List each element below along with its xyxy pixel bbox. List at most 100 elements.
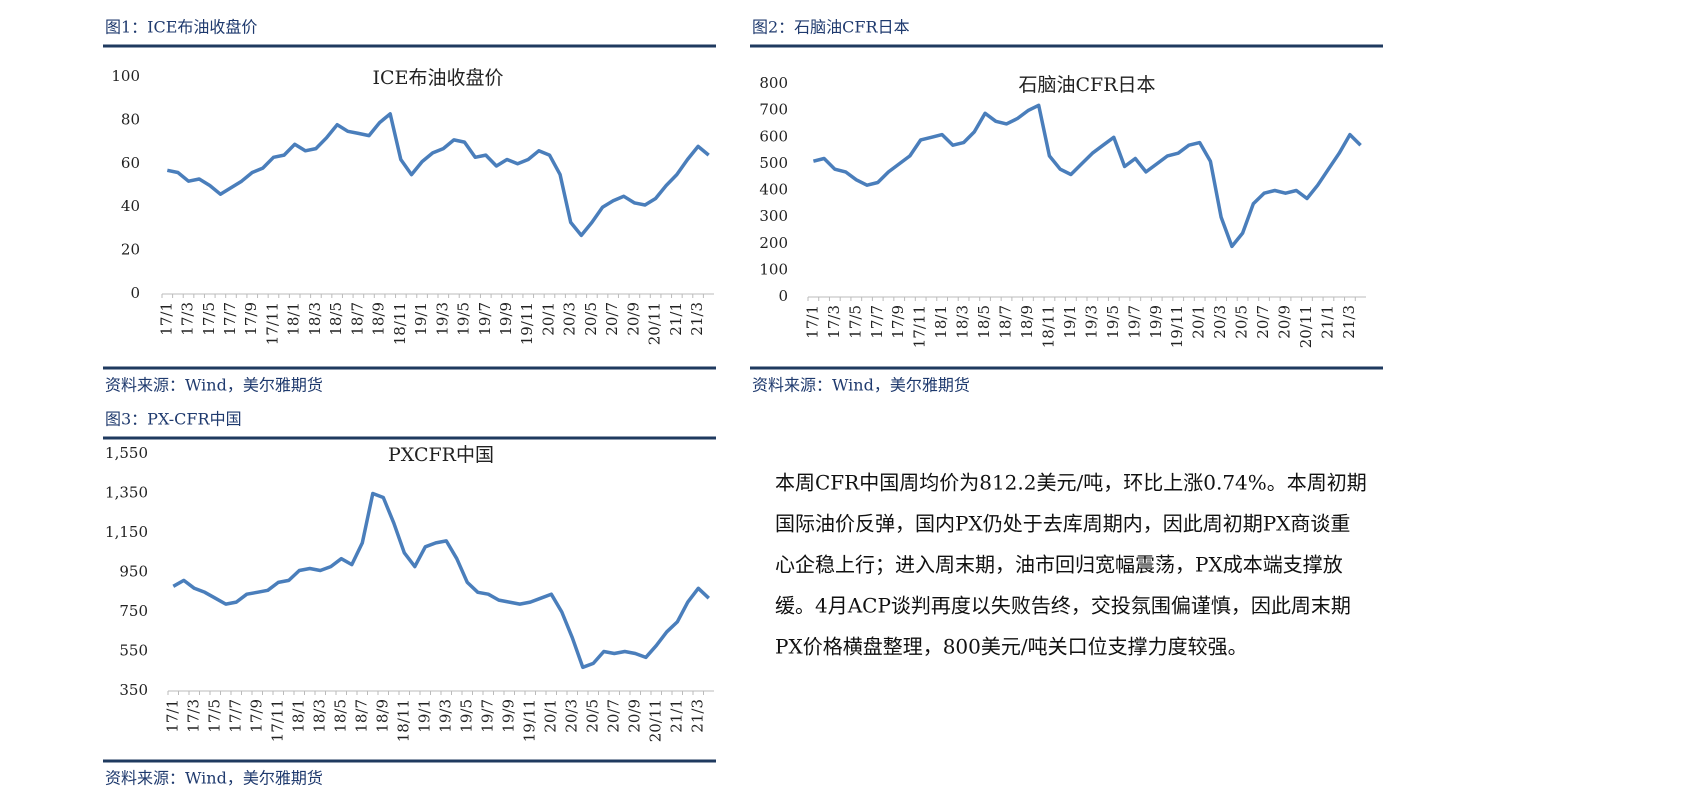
x-tick-label: 21/1 xyxy=(667,302,685,336)
line-series xyxy=(812,103,1362,249)
x-tick-label: 18/7 xyxy=(348,302,366,336)
y-tick-label: 100 xyxy=(111,67,140,85)
x-tick-label: 17/1 xyxy=(163,699,181,733)
x-tick-label: 21/1 xyxy=(667,699,685,733)
chart-title: PXCFR中国 xyxy=(388,444,494,466)
x-tick-label: 18/9 xyxy=(373,699,391,733)
figure-source: 资料来源：Wind，美尔雅期货 xyxy=(105,376,323,395)
x-tick-label: 19/3 xyxy=(436,699,454,733)
x-tick-label: 17/3 xyxy=(825,305,843,339)
x-tick-label: 18/9 xyxy=(370,302,388,336)
y-tick-label: 20 xyxy=(121,241,140,259)
y-tick-label: 60 xyxy=(121,154,140,172)
x-tick-label: 17/11 xyxy=(263,302,281,345)
x-tick-label: 19/1 xyxy=(415,699,433,733)
figure-caption: 图1：ICE布油收盘价 xyxy=(105,18,257,37)
y-tick-label: 100 xyxy=(759,260,788,278)
x-tick-label: 21/3 xyxy=(688,699,706,733)
x-tick-label: 18/3 xyxy=(954,305,972,339)
y-tick-label: 200 xyxy=(759,234,788,252)
paragraph-line: 心企稳上行；进入周末期，油市回归宽幅震荡，PX成本端支撑放 xyxy=(775,553,1343,577)
x-tick-label: 19/5 xyxy=(457,699,475,733)
x-tick-label: 18/1 xyxy=(289,699,307,733)
x-tick-label: 17/9 xyxy=(247,699,265,733)
x-tick-label: 20/5 xyxy=(582,302,600,336)
figure-caption: 图3：PX-CFR中国 xyxy=(105,410,242,429)
x-tick-label: 20/1 xyxy=(541,699,559,733)
x-tick-label: 18/5 xyxy=(327,302,345,336)
x-tick-label: 19/3 xyxy=(1082,305,1100,339)
x-tick-label: 20/11 xyxy=(1297,305,1315,348)
x-tick-label: 18/11 xyxy=(1039,305,1057,348)
x-tick-label: 18/11 xyxy=(394,699,412,742)
x-tick-label: 19/7 xyxy=(478,699,496,733)
x-tick-label: 17/3 xyxy=(179,302,197,336)
y-tick-label: 700 xyxy=(759,101,788,119)
x-tick-label: 21/3 xyxy=(688,302,706,336)
x-tick-label: 17/5 xyxy=(205,699,223,733)
x-tick-label: 18/7 xyxy=(997,305,1015,339)
x-tick-label: 17/11 xyxy=(911,305,929,348)
y-tick-label: 40 xyxy=(121,197,140,215)
x-tick-label: 20/11 xyxy=(646,302,664,345)
x-tick-label: 19/9 xyxy=(499,699,517,733)
paragraph-line: 国际油价反弹，国内PX仍处于去库周期内，因此周初期PX商谈重 xyxy=(775,512,1350,536)
x-tick-label: 19/7 xyxy=(1125,305,1143,339)
x-tick-label: 19/11 xyxy=(1168,305,1186,348)
x-tick-label: 20/7 xyxy=(603,302,621,336)
x-tick-label: 18/3 xyxy=(306,302,324,336)
paragraph-line: PX价格横盘整理，800美元/吨关口位支撑力度较强。 xyxy=(775,635,1248,659)
x-tick-label: 19/1 xyxy=(412,302,430,336)
x-tick-label: 20/7 xyxy=(604,699,622,733)
y-tick-label: 500 xyxy=(759,154,788,172)
x-tick-label: 20/1 xyxy=(539,302,557,336)
x-tick-label: 21/3 xyxy=(1340,305,1358,339)
figure-source: 资料来源：Wind，美尔雅期货 xyxy=(105,769,323,788)
x-tick-label: 20/7 xyxy=(1254,305,1272,339)
chart-title: ICE布油收盘价 xyxy=(373,67,504,89)
x-tick-label: 20/5 xyxy=(1233,305,1251,339)
y-tick-label: 950 xyxy=(119,563,148,581)
x-tick-label: 17/9 xyxy=(889,305,907,339)
x-tick-label: 18/5 xyxy=(975,305,993,339)
x-tick-label: 20/1 xyxy=(1190,305,1208,339)
x-tick-label: 19/11 xyxy=(520,699,538,742)
x-tick-label: 19/9 xyxy=(497,302,515,336)
x-tick-label: 18/1 xyxy=(285,302,303,336)
x-tick-label: 17/1 xyxy=(803,305,821,339)
paragraph-line: 缓。4月ACP谈判再度以失败告终，交投氛围偏谨慎，因此周末期 xyxy=(775,594,1351,618)
line-series xyxy=(166,112,710,238)
x-tick-label: 17/7 xyxy=(868,305,886,339)
x-tick-label: 17/7 xyxy=(226,699,244,733)
x-tick-label: 19/3 xyxy=(433,302,451,336)
x-tick-label: 17/1 xyxy=(157,302,175,336)
y-tick-label: 1,550 xyxy=(105,444,148,462)
x-tick-label: 20/11 xyxy=(646,699,664,742)
y-tick-label: 350 xyxy=(119,681,148,699)
y-tick-label: 80 xyxy=(121,110,140,128)
x-tick-label: 21/1 xyxy=(1318,305,1336,339)
x-tick-label: 20/9 xyxy=(624,302,642,336)
x-tick-label: 18/5 xyxy=(331,699,349,733)
chart-title: 石脑油CFR日本 xyxy=(1018,74,1155,96)
y-tick-label: 750 xyxy=(119,602,148,620)
x-tick-label: 19/9 xyxy=(1147,305,1165,339)
x-tick-label: 17/5 xyxy=(200,302,218,336)
x-tick-label: 17/11 xyxy=(268,699,286,742)
x-tick-label: 20/9 xyxy=(1276,305,1294,339)
y-tick-label: 600 xyxy=(759,127,788,145)
y-tick-label: 0 xyxy=(778,287,788,305)
x-tick-label: 20/3 xyxy=(561,302,579,336)
x-tick-label: 20/3 xyxy=(562,699,580,733)
line-series xyxy=(172,491,711,670)
x-tick-label: 20/5 xyxy=(583,699,601,733)
y-tick-label: 300 xyxy=(759,207,788,225)
paragraph-line: 本周CFR中国周均价为812.2美元/吨，环比上涨0.74%。本周初期 xyxy=(775,471,1367,495)
y-tick-label: 800 xyxy=(759,74,788,92)
figure-source: 资料来源：Wind，美尔雅期货 xyxy=(752,376,970,395)
x-tick-label: 18/3 xyxy=(310,699,328,733)
y-tick-label: 0 xyxy=(130,284,140,302)
x-tick-label: 19/1 xyxy=(1061,305,1079,339)
x-tick-label: 20/3 xyxy=(1211,305,1229,339)
